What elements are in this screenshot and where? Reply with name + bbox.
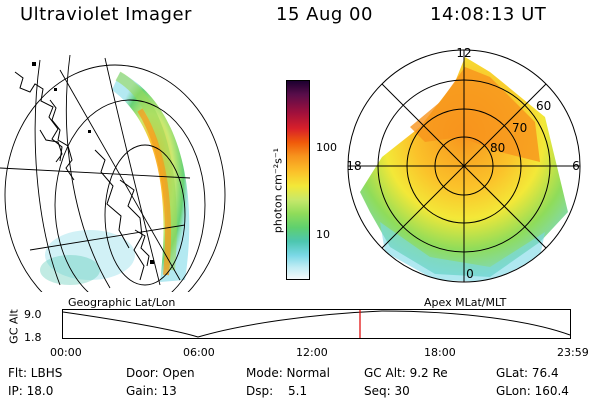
mlt-label-12: 12 (456, 46, 471, 60)
colorbar-unit-label: photon cm⁻²s⁻¹ (271, 147, 285, 234)
colorbar-tick-10: 10 (316, 228, 330, 241)
mlt-label-6: 6 (572, 159, 580, 173)
polar-caption: Apex MLat/MLT (424, 296, 507, 309)
color-bar (286, 80, 310, 280)
status-dsp-label: Dsp: (246, 384, 274, 398)
status-door: Door: Open (126, 366, 195, 380)
instrument-title: Ultraviolet Imager (20, 4, 192, 25)
geographic-image (0, 54, 226, 292)
status-seq: Seq: 30 (364, 384, 410, 398)
altitude-xtick-0000: 00:00 (50, 346, 82, 359)
status-gc-alt: GC Alt: 9.2 Re (364, 366, 448, 380)
date-label: 15 Aug 00 (276, 4, 373, 25)
lat-label-60: 60 (536, 99, 551, 113)
altitude-xtick-0600: 06:00 (183, 346, 215, 359)
altitude-ytick-low: 1.8 (24, 331, 42, 344)
altitude-xtick-1200: 12:00 (296, 346, 328, 359)
colorbar-tick-100: 100 (316, 141, 337, 154)
altitude-xtick-1800: 18:00 (424, 346, 456, 359)
status-dsp-value: 5.1 (288, 384, 308, 398)
lat-label-70: 70 (512, 121, 527, 135)
status-gain: Gain: 13 (126, 384, 177, 398)
mlt-label-18: 18 (346, 159, 361, 173)
status-glon: GLon: 160.4 (496, 384, 569, 398)
status-flt: Flt: LBHS (8, 366, 63, 380)
geographic-caption: Geographic Lat/Lon (68, 296, 176, 309)
altitude-ytick-high: 9.0 (24, 308, 42, 321)
mlt-label-0: 0 (466, 267, 474, 281)
altitude-xtick-2359: 23:59 (557, 346, 589, 359)
altitude-ylabel: GC Alt (7, 309, 21, 344)
time-label: 14:08:13 UT (430, 4, 547, 25)
status-mode: Mode: Normal (246, 366, 330, 380)
polar-plot: 12 6 0 18 60 70 80 (346, 46, 581, 283)
lat-label-80: 80 (490, 141, 505, 155)
altitude-plot (62, 309, 571, 339)
status-ip: IP: 18.0 (8, 384, 54, 398)
status-glat: GLat: 76.4 (496, 366, 559, 380)
